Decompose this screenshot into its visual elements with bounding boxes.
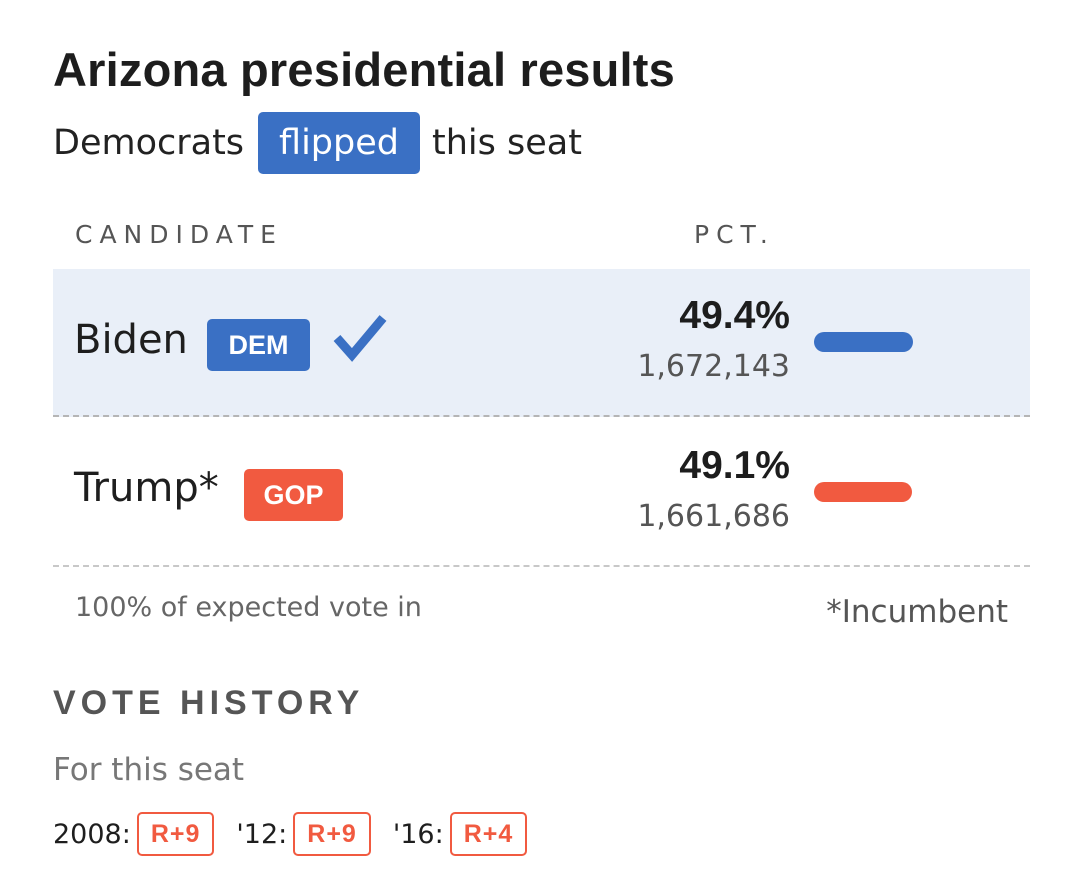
vote-history-list: 2008: R+9 '12: R+9 '16: R+4 (53, 812, 549, 856)
vote-history-subheading: For this seat (53, 752, 245, 788)
vote-count: 1,672,143 (637, 349, 790, 384)
seat-status-suffix: this seat (432, 123, 582, 163)
history-year: '12: (236, 818, 288, 850)
candidate-row-biden: Biden DEM 49.4% 1,672,143 (53, 269, 1030, 417)
candidate-name: Trump* (74, 465, 219, 511)
party-badge-gop: GOP (244, 469, 343, 521)
vote-percentage: 49.1% (679, 444, 790, 487)
candidate-column-header: CANDIDATE (75, 220, 283, 249)
seat-status-prefix: Democrats (53, 123, 245, 163)
vote-count: 1,661,686 (637, 499, 790, 534)
history-item: '12: R+9 (236, 812, 371, 856)
checkmark-icon (333, 315, 387, 362)
candidate-row-trump: Trump* GOP 49.1% 1,661,686 (53, 419, 1030, 567)
vote-share-bar (814, 332, 913, 352)
pct-column-header: PCT. (694, 220, 775, 249)
party-badge-dem: DEM (207, 319, 310, 371)
flipped-badge: flipped (258, 112, 420, 174)
history-item: '16: R+4 (392, 812, 528, 856)
page-title: Arizona presidential results (53, 43, 675, 96)
history-item: 2008: R+9 (53, 812, 215, 856)
history-year: 2008: (53, 818, 131, 850)
results-table-header: CANDIDATE PCT. (0, 220, 1080, 254)
history-margin-badge: R+4 (449, 812, 528, 856)
vote-share-bar (814, 482, 912, 502)
history-margin-badge: R+9 (293, 812, 371, 856)
vote-percentage: 49.4% (679, 294, 790, 337)
vote-history-heading: VOTE HISTORY (53, 684, 365, 722)
history-year: '16: (392, 818, 444, 850)
incumbent-note: *Incumbent (826, 594, 1008, 630)
history-margin-badge: R+9 (136, 812, 215, 856)
candidate-name: Biden (74, 317, 188, 363)
reporting-status: 100% of expected vote in (75, 592, 422, 623)
seat-status: Democrats flipped this seat (53, 112, 582, 174)
